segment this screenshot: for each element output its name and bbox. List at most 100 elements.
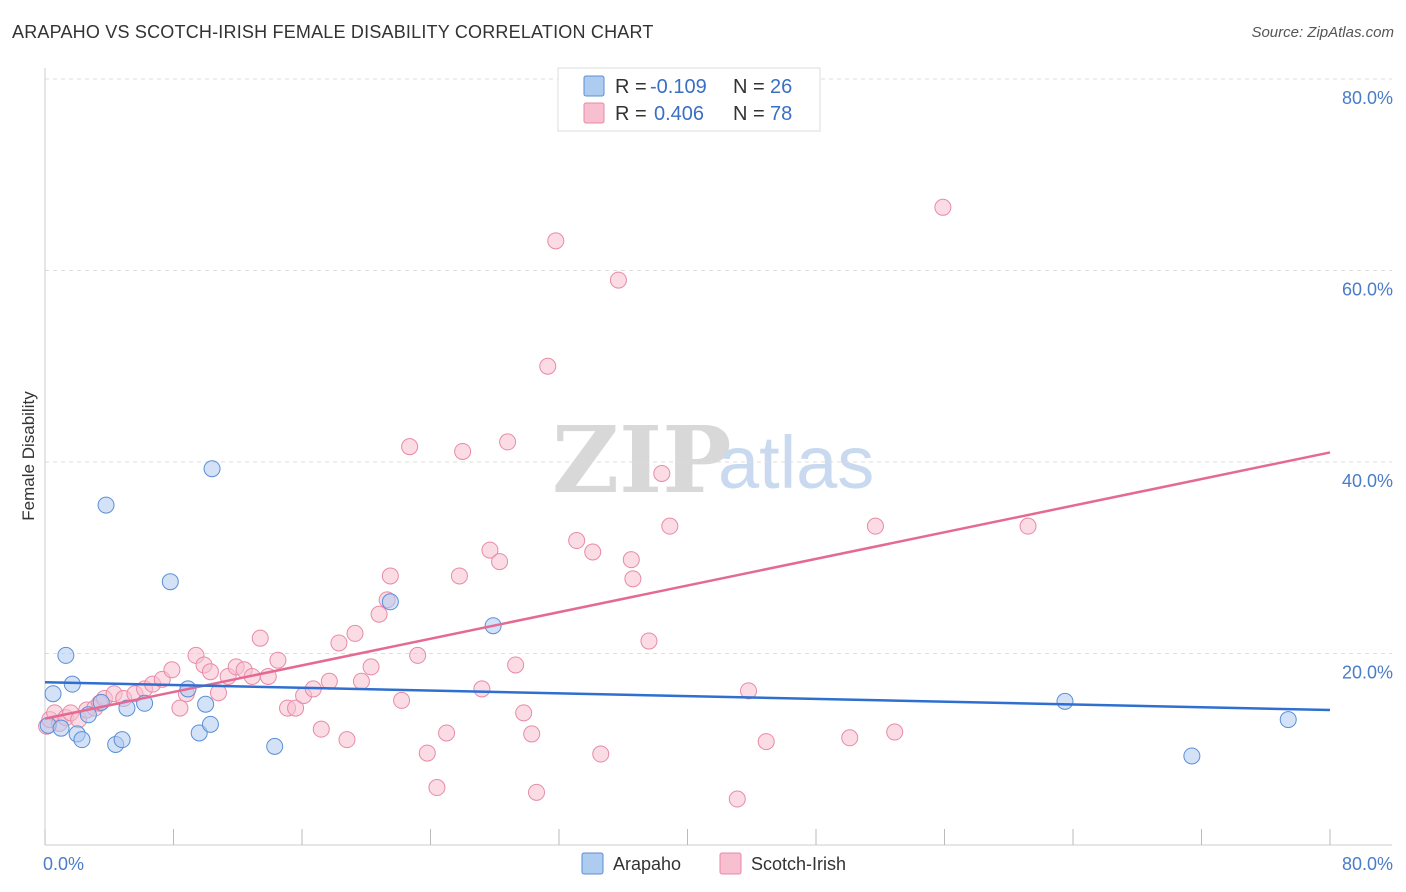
bottom-legend-swatch-arapaho (581, 852, 604, 875)
bottom-legend-label-scotch-irish: Scotch-Irish (751, 854, 846, 874)
arapaho-point (1183, 747, 1201, 765)
scotch-irish-point (393, 691, 411, 709)
scotch-irish-point (568, 532, 586, 550)
scotch-irish-trend-line (44, 451, 1331, 720)
scotch-irish-point (450, 567, 468, 585)
arapaho-point (201, 715, 219, 733)
scotch-irish-point (728, 790, 746, 808)
grid-lines (45, 78, 1392, 654)
scotch-irish-point (171, 699, 189, 717)
arapaho-points (39, 460, 1297, 765)
legend-r-label-scotch-irish: R = (615, 103, 647, 125)
scotch-irish-point (622, 551, 640, 569)
scotch-irish-point (866, 517, 884, 535)
series-legend: Arapaho Scotch-Irish (581, 852, 846, 875)
scotch-irish-point (201, 663, 219, 681)
arapaho-point (381, 593, 399, 611)
arapaho-point (266, 737, 284, 755)
scotch-irish-point (454, 442, 472, 460)
scotch-irish-point (312, 720, 330, 738)
scotch-irish-point (640, 632, 658, 650)
scotch-irish-point (320, 672, 338, 690)
scotch-irish-point (528, 783, 546, 801)
scotch-irish-point (287, 699, 305, 717)
arapaho-trend-line (44, 680, 1331, 712)
arapaho-point (161, 573, 179, 591)
scotch-irish-point (409, 646, 427, 664)
scotch-irish-point (438, 724, 456, 742)
legend-n-label-scotch-irish: N = (733, 103, 765, 125)
legend-n-label-arapaho: N = (733, 76, 765, 98)
scotch-irish-point (381, 567, 399, 585)
scotch-irish-point (338, 731, 356, 749)
y-tick-label-80: 80.0% (1342, 88, 1393, 108)
legend-r-label-arapaho: R = (615, 76, 647, 98)
legend-n-value-arapaho: 26 (770, 76, 792, 98)
scotch-irish-point (330, 634, 348, 652)
scotch-irish-point (592, 745, 610, 763)
bottom-legend-label-arapaho: Arapaho (613, 854, 681, 874)
y-tick-label-20: 20.0% (1342, 663, 1393, 683)
scotch-irish-point (507, 656, 525, 674)
legend-swatch-arapaho (583, 75, 605, 97)
arapaho-point (1279, 711, 1297, 729)
scotch-irish-point (269, 651, 287, 669)
y-tick-labels: 20.0% 40.0% 60.0% 80.0% (1342, 88, 1393, 683)
scotch-irish-point (251, 629, 269, 647)
trend-lines (44, 451, 1331, 720)
scotch-irish-point (428, 779, 446, 797)
source-label: Source: ZipAtlas.com (1251, 24, 1394, 41)
scotch-irish-point (547, 232, 565, 250)
arapaho-point (118, 699, 136, 717)
scotch-irish-point (346, 624, 364, 642)
scotch-irish-point (841, 729, 859, 747)
scotch-irish-point (370, 605, 388, 623)
y-tick-label-40: 40.0% (1342, 471, 1393, 491)
scotch-irish-point (352, 672, 370, 690)
x-tick-label-min: 0.0% (43, 854, 84, 874)
scotch-irish-point (473, 680, 491, 698)
arapaho-point (44, 685, 62, 703)
scotch-irish-point (584, 543, 602, 561)
scotch-irish-point (401, 438, 419, 456)
scotch-irish-point (163, 661, 181, 679)
scotch-irish-point (418, 744, 436, 762)
scotch-irish-point (886, 723, 904, 741)
arapaho-point (52, 719, 70, 737)
scotch-irish-point (499, 433, 517, 451)
y-tick-label-60: 60.0% (1342, 280, 1393, 300)
scotch-irish-point (624, 570, 642, 588)
scotch-irish-point (539, 357, 557, 375)
scotch-irish-point (757, 733, 775, 751)
correlation-legend: R = -0.109 N = 26 R = 0.406 N = 78 (557, 67, 821, 132)
arapaho-point (97, 496, 115, 514)
legend-swatch-scotch-irish (583, 102, 605, 124)
scotch-irish-point (934, 198, 952, 216)
chart-title: ARAPAHO VS SCOTCH-IRISH FEMALE DISABILIT… (12, 22, 654, 42)
y-axis-title: Female Disability (19, 391, 38, 521)
scotch-irish-point (661, 517, 679, 535)
arapaho-point (1056, 692, 1074, 710)
scotch-irish-point (1019, 517, 1037, 535)
bottom-legend-swatch-scotch-irish (719, 852, 742, 875)
scotch-irish-point (740, 682, 758, 700)
scotch-irish-point (491, 553, 509, 571)
arapaho-point (190, 724, 208, 742)
arapaho-point (57, 646, 75, 664)
x-tick-label-max: 80.0% (1342, 854, 1393, 874)
arapaho-point (73, 731, 91, 749)
arapaho-point (197, 695, 215, 713)
scotch-irish-point (609, 271, 627, 289)
arapaho-point (113, 731, 131, 749)
arapaho-point (203, 460, 221, 478)
scotch-irish-point (362, 658, 380, 676)
x-ticks (44, 829, 1331, 845)
scotch-irish-point (653, 464, 671, 482)
legend-r-value-arapaho: -0.109 (650, 76, 707, 98)
legend-n-value-scotch-irish: 78 (770, 103, 792, 125)
legend-r-value-scotch-irish: 0.406 (654, 103, 704, 125)
scotch-irish-point (481, 541, 499, 559)
scotch-irish-point (523, 725, 541, 743)
scotch-irish-point (515, 704, 533, 722)
